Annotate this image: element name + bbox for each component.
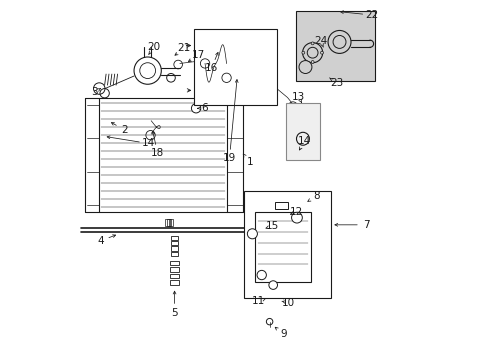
Circle shape <box>191 104 201 113</box>
Text: 4: 4 <box>97 236 103 246</box>
Bar <box>255 212 310 282</box>
Circle shape <box>296 132 309 145</box>
Bar <box>99 98 226 212</box>
Text: 9: 9 <box>279 329 286 339</box>
Text: 13: 13 <box>291 92 305 102</box>
Text: 6: 6 <box>201 103 207 113</box>
Text: 19: 19 <box>223 153 236 163</box>
Circle shape <box>310 42 313 45</box>
Bar <box>170 246 178 251</box>
Bar <box>170 261 179 265</box>
Text: 7: 7 <box>363 220 369 230</box>
Text: 21: 21 <box>177 44 190 53</box>
Text: 10: 10 <box>281 298 294 308</box>
Circle shape <box>298 60 311 73</box>
Text: 11: 11 <box>252 296 265 306</box>
Text: 5: 5 <box>171 308 178 318</box>
Bar <box>285 103 319 160</box>
Bar <box>166 220 171 226</box>
Text: 15: 15 <box>265 221 279 231</box>
Circle shape <box>302 42 322 63</box>
Bar <box>296 12 375 81</box>
Text: 24: 24 <box>314 36 327 46</box>
Circle shape <box>257 270 266 280</box>
Circle shape <box>247 229 257 239</box>
Text: 2: 2 <box>121 125 127 135</box>
Circle shape <box>320 51 323 54</box>
Text: 14: 14 <box>298 136 311 145</box>
Circle shape <box>301 51 304 54</box>
Circle shape <box>266 319 272 325</box>
Circle shape <box>291 212 302 223</box>
Text: 3: 3 <box>91 87 98 97</box>
Text: 16: 16 <box>204 63 218 73</box>
Text: 23: 23 <box>330 78 343 88</box>
Bar <box>164 220 169 226</box>
Text: 18: 18 <box>151 148 164 158</box>
Text: 14: 14 <box>142 139 155 148</box>
Text: 1: 1 <box>246 157 253 167</box>
Circle shape <box>268 281 277 289</box>
Text: 17: 17 <box>192 50 205 60</box>
Bar <box>170 274 179 278</box>
Text: 8: 8 <box>312 191 319 201</box>
Circle shape <box>134 57 161 84</box>
Bar <box>170 280 179 285</box>
Bar <box>170 252 178 256</box>
Text: 20: 20 <box>147 42 161 51</box>
Circle shape <box>306 47 317 58</box>
Bar <box>168 220 173 226</box>
Circle shape <box>310 60 313 63</box>
Bar <box>274 202 288 209</box>
Bar <box>244 191 330 298</box>
Bar <box>170 241 178 245</box>
Text: 22: 22 <box>365 10 378 20</box>
Circle shape <box>327 31 350 53</box>
Bar <box>194 30 276 105</box>
Circle shape <box>93 83 105 94</box>
Bar <box>170 267 179 272</box>
Text: 12: 12 <box>289 207 303 217</box>
Bar <box>170 235 178 240</box>
Circle shape <box>332 36 346 48</box>
